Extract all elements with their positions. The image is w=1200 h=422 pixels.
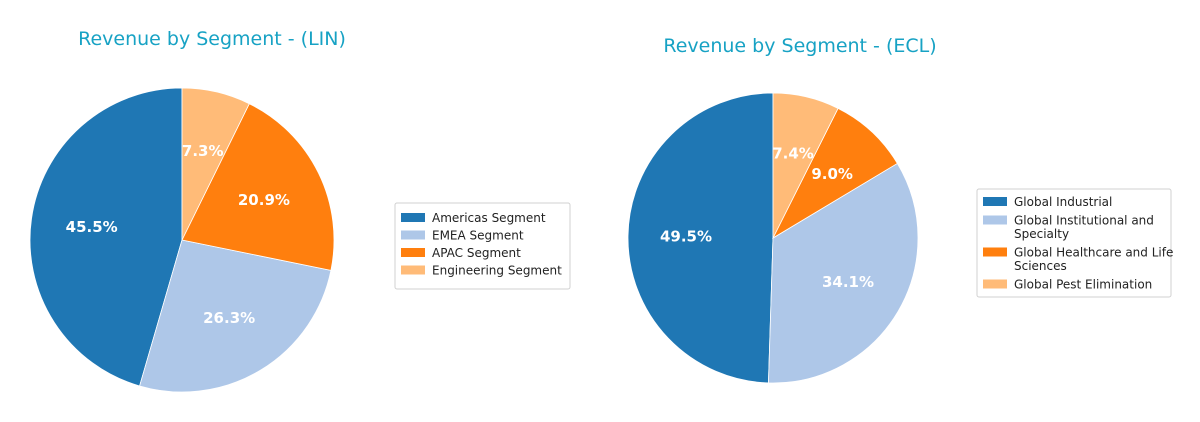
slice-label-global-institutional-and-specialty: 34.1% [822, 273, 874, 291]
legend-swatch [983, 197, 1007, 206]
legend-frame [394, 202, 571, 290]
legend-swatch [401, 230, 425, 240]
legend-label: Specialty [1014, 227, 1069, 241]
legend-frame [976, 188, 1172, 298]
legend-entry-apac-segment: APAC Segment [401, 246, 521, 260]
pie-slice-engineering-segment [181, 87, 250, 241]
pie-slice-global-healthcare-and-life-sciences [772, 107, 898, 240]
legend-swatch [401, 213, 425, 222]
pie-slice-emea-segment [139, 239, 332, 393]
slice-label-global-industrial: 49.5% [660, 228, 712, 246]
chart-title-ecl: Revenue by Segment - (ECL) [663, 35, 936, 57]
slice-label-americas-segment: 45.5% [66, 218, 118, 236]
slice-label-global-pest-elimination: 7.4% [772, 144, 814, 162]
legend-1: Global Industrial Global Institutional an… [976, 188, 1173, 298]
legend-label: Sciences [1014, 259, 1067, 273]
legend-label: EMEA Segment [432, 229, 524, 243]
slice-label-engineering-segment: 7.3% [182, 142, 224, 160]
legend-0: Americas Segment EMEA Segment APAC Segment… [394, 202, 571, 290]
legend-swatch [401, 248, 425, 257]
pie-slice-global-institutional-and-specialty [768, 162, 919, 384]
legend-label: Global Industrial [1014, 195, 1112, 209]
chart-title-lin: Revenue by Segment - (LIN) [78, 28, 346, 50]
legend-entry-global-pest-elimination: Global Pest Elimination [983, 278, 1152, 292]
pie-slice-global-pest-elimination [772, 92, 839, 239]
pie-slice-americas-segment [29, 87, 183, 387]
slice-label-apac-segment: 20.9% [238, 191, 290, 209]
legend-entry-engineering-segment: Engineering Segment [401, 264, 562, 278]
legend-entry-americas-segment: Americas Segment [401, 211, 546, 225]
legend-swatch [983, 279, 1007, 289]
legend-swatch [983, 215, 1007, 225]
pie-slice-global-industrial [627, 92, 774, 384]
legend-swatch [983, 247, 1007, 257]
pie-0: 45.5% 26.3% 20.9% 7.3% [29, 87, 335, 393]
legend-swatch [401, 265, 425, 275]
legend-entry-global-industrial: Global Industrial [983, 195, 1112, 209]
legend-label: Global Institutional and [1014, 214, 1154, 228]
legend-entry-emea-segment: EMEA Segment [401, 229, 524, 243]
legend-label: Global Pest Elimination [1014, 278, 1152, 292]
pie-1: 49.5% 34.1% 9.0% 7.4% [627, 92, 919, 384]
slice-label-emea-segment: 26.3% [203, 309, 255, 327]
slice-label-global-healthcare-and-life-sciences: 9.0% [811, 165, 853, 183]
legend-label: Global Healthcare and Life [1014, 246, 1173, 260]
legend-label: Americas Segment [432, 211, 546, 225]
legend-label: Engineering Segment [432, 264, 562, 278]
pie-slice-apac-segment [181, 103, 335, 271]
legend-label: APAC Segment [432, 246, 521, 260]
